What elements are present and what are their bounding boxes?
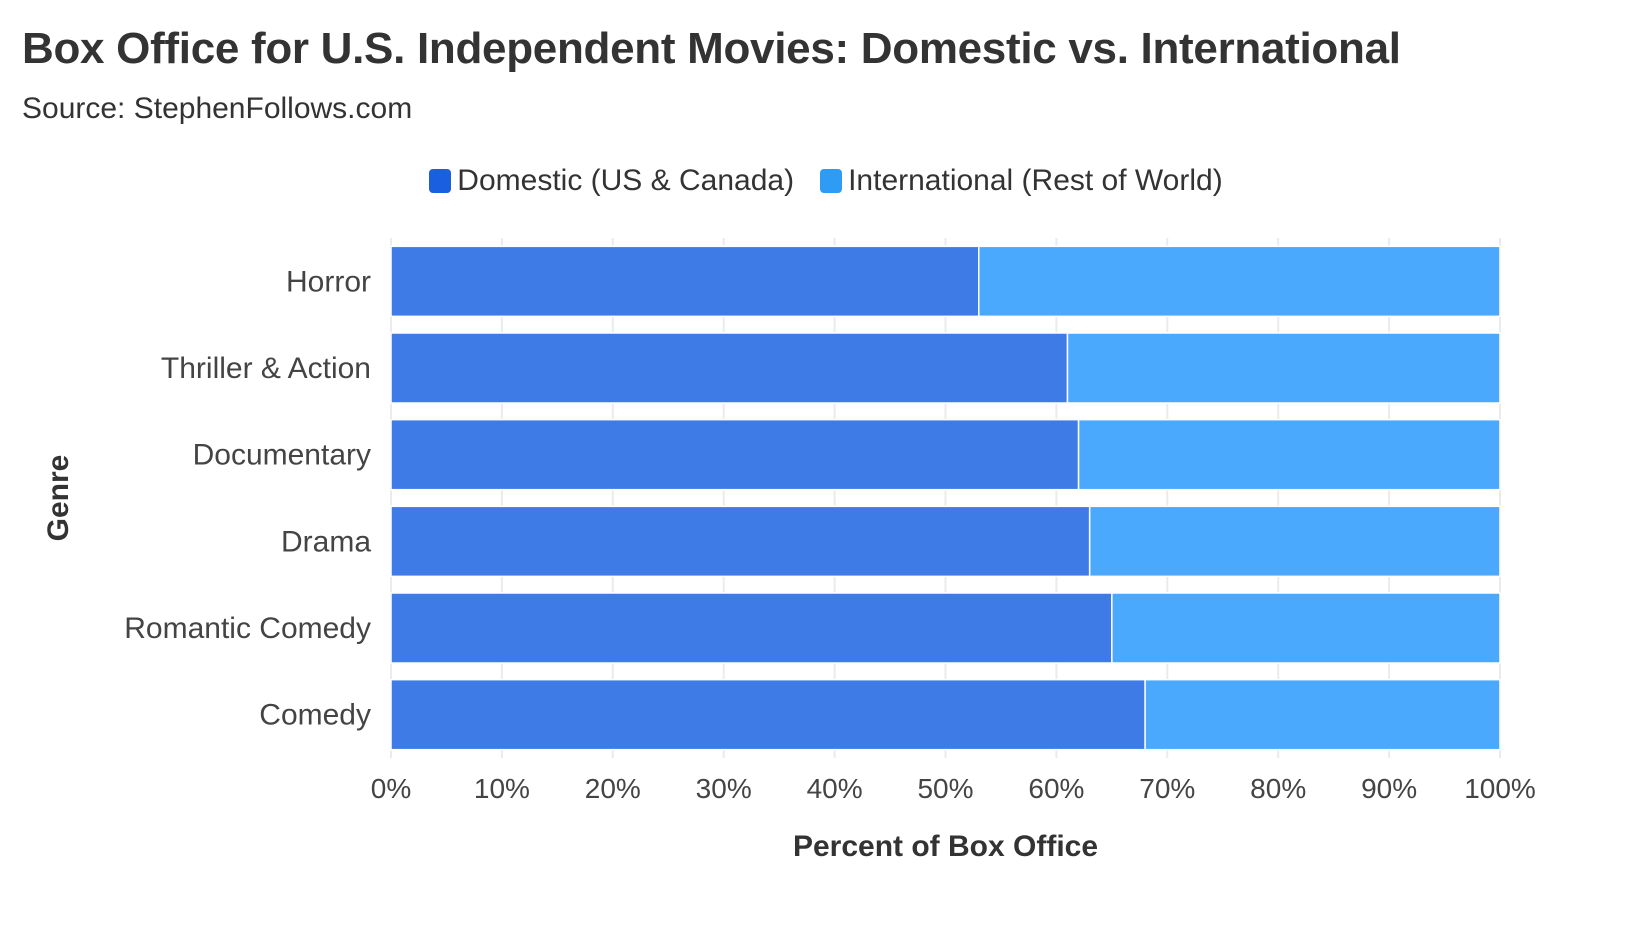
category-label: Drama [281,525,371,558]
y-axis-title: Genre [42,455,75,542]
legend-label-international: International (Rest of World) [848,164,1223,197]
legend-swatch-domestic [429,169,452,193]
legend: Domestic (US & Canada) International (Re… [0,164,1652,198]
category-label: Romantic Comedy [124,612,371,645]
x-tick-label: 0% [371,773,411,804]
bar-international [1144,678,1501,751]
bar-international [1066,332,1501,404]
bar-international [978,245,1501,318]
bar-international [1111,592,1501,664]
bar-domestic [390,332,1069,404]
x-tick-label: 60% [1028,773,1084,804]
bar-domestic [390,592,1113,664]
x-axis-title: Percent of Box Office [793,830,1098,863]
category-label: Comedy [259,699,371,732]
bar-domestic [390,505,1091,578]
x-tick-label: 40% [807,773,863,804]
x-tick-label: 100% [1464,773,1536,804]
x-tick-label: 20% [585,773,641,804]
bar-international [1077,418,1501,491]
x-tick-label: 80% [1250,773,1306,804]
legend-item-domestic[interactable]: Domestic (US & Canada) [429,164,794,198]
x-tick-label: 10% [474,773,530,804]
category-label: Horror [286,265,371,298]
bar-international [1088,505,1501,578]
category-label: Thriller & Action [161,352,371,385]
legend-item-international[interactable]: International (Rest of World) [820,164,1223,198]
x-tick-label: 50% [917,773,973,804]
chart-title: Box Office for U.S. Independent Movies: … [22,24,1401,73]
legend-swatch-international [820,169,843,193]
legend-label-domestic: Domestic (US & Canada) [457,164,795,197]
x-tick-label: 30% [696,773,752,804]
bar-domestic [390,418,1080,491]
category-label: Documentary [193,439,371,472]
bar-domestic [390,245,980,318]
bar-domestic [390,678,1146,751]
x-tick-label: 90% [1361,773,1417,804]
chart-subtitle: Source: StephenFollows.com [22,92,413,125]
x-tick-label: 70% [1139,773,1195,804]
